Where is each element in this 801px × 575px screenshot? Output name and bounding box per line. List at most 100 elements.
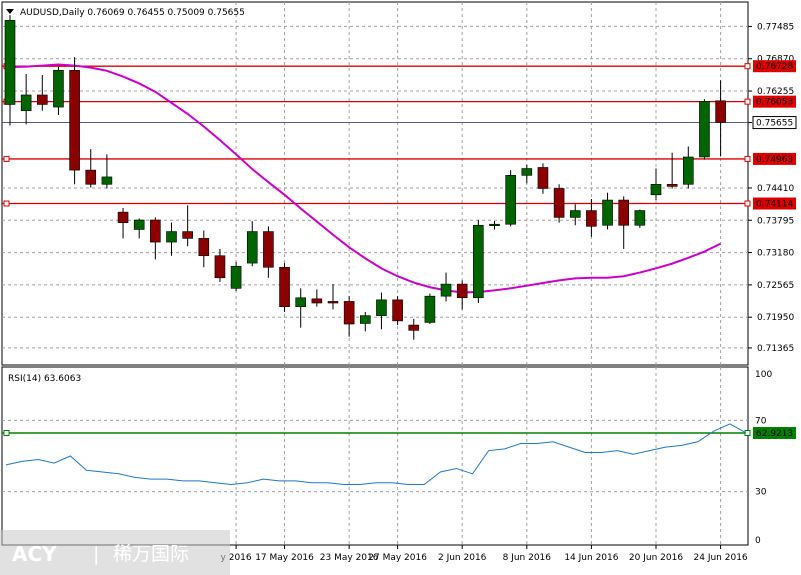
bullish-candle	[359, 311, 371, 332]
bullish-candle	[521, 164, 533, 184]
time-tick-label: 23 May 2016	[320, 553, 379, 563]
horizontal-level-lines	[2, 63, 751, 207]
time-tick-label: 8 Jun 2016	[503, 553, 552, 563]
candle-body	[311, 298, 323, 304]
candle-body	[715, 100, 726, 123]
price-tick-label: 0.74410	[757, 184, 794, 194]
candle-body	[521, 168, 533, 176]
candle-body	[85, 169, 97, 185]
candle-body	[682, 156, 694, 185]
bullish-candle	[376, 292, 387, 330]
time-tick-label: y 2016	[221, 553, 252, 563]
price-tick-label: 0.76255	[757, 87, 794, 97]
candle-body	[150, 219, 161, 243]
rsi-header: RSI(14) 63.6063	[8, 374, 81, 384]
rsi-tick-label: 70	[755, 416, 767, 426]
candle-body	[634, 210, 646, 226]
level-price-tag	[753, 60, 796, 73]
bearish-candle	[618, 196, 630, 249]
bullish-candle	[101, 154, 113, 189]
bullish-candle	[440, 272, 452, 302]
time-tick-label: 24 Jun 2016	[694, 553, 748, 563]
bearish-candle	[182, 205, 193, 247]
candle-body	[36, 94, 48, 105]
bullish-candle	[20, 73, 32, 125]
bullish-candle	[634, 209, 646, 228]
candle-body	[569, 210, 581, 218]
candle-body	[666, 183, 678, 187]
bullish-candle	[602, 192, 613, 230]
bearish-candle	[279, 263, 290, 312]
bullish-candle	[53, 66, 64, 115]
watermark-brand: ACY	[12, 542, 57, 566]
candle-body	[117, 211, 129, 223]
rsi-tick-label: 0	[755, 536, 761, 546]
bearish-candle	[117, 207, 129, 239]
bearish-candle	[150, 217, 161, 260]
main-plot-frame	[1, 1, 749, 366]
current-price-tag	[752, 116, 797, 130]
triangle-down-icon[interactable]	[6, 9, 14, 14]
candle-body	[263, 231, 274, 268]
bearish-candle	[214, 248, 226, 282]
bullish-candle	[699, 99, 710, 160]
rsi-plot-frame	[1, 366, 749, 546]
candle-body	[53, 69, 64, 108]
candlesticks	[4, 15, 726, 340]
bullish-candle	[473, 220, 484, 304]
candle-body	[198, 238, 210, 257]
candle-body	[359, 315, 371, 324]
bullish-candle	[4, 15, 16, 126]
candle-body	[440, 283, 452, 297]
bearish-candle	[537, 163, 549, 194]
bullish-candle	[489, 221, 500, 230]
bullish-candle	[133, 218, 145, 239]
candle-body	[327, 301, 339, 304]
candle-body	[392, 299, 403, 322]
candle-body	[166, 231, 177, 243]
bearish-candle	[343, 296, 355, 337]
candle-body	[618, 199, 630, 226]
time-tick-label: 17 May 2016	[255, 553, 314, 563]
level-price-tag-label: 0.76053	[756, 98, 793, 108]
rsi-tick-label: 100	[755, 370, 772, 380]
rsi-level-handle	[3, 430, 10, 437]
moving-average-layer	[9, 63, 722, 294]
candle-body	[230, 265, 242, 289]
price-tick-label: 0.73795	[757, 216, 794, 226]
rsi-line	[5, 423, 747, 485]
level-price-tag-label: 0.74963	[756, 155, 793, 165]
price-tick-label: 0.71950	[757, 313, 794, 323]
price-tick-label: 0.72565	[757, 281, 794, 291]
level-price-tag	[753, 95, 796, 108]
bullish-candle	[424, 293, 436, 325]
level-handle	[3, 200, 10, 207]
level-price-tag-label: 0.76728	[756, 62, 793, 72]
bearish-candle	[586, 198, 597, 237]
candle-body	[343, 301, 355, 325]
watermark-separator: |	[93, 543, 99, 565]
bearish-candle	[69, 57, 80, 185]
price-tick-label: 0.71365	[757, 344, 794, 354]
bullish-candle	[246, 221, 258, 267]
level-price-tag	[753, 197, 796, 210]
candle-body	[424, 295, 436, 323]
rsi-level-tag-label: 62.9213	[756, 429, 793, 439]
level-handle-right	[744, 200, 751, 207]
candle-body	[246, 231, 258, 264]
candle-body	[473, 224, 484, 299]
bearish-candle	[198, 230, 210, 268]
time-tick-label: 27 May 2016	[368, 553, 427, 563]
moving-average-line	[9, 63, 722, 294]
time-tick-label: 20 Jun 2016	[629, 553, 683, 563]
candle-body	[553, 188, 565, 218]
watermark: ACY | 稀万国际	[0, 530, 230, 575]
bearish-candle	[85, 149, 97, 188]
price-tick-label: 0.76870	[757, 55, 794, 65]
bearish-candle	[327, 284, 339, 310]
candle-body	[537, 167, 549, 189]
candle-body	[69, 69, 80, 171]
candle-body	[408, 324, 420, 331]
